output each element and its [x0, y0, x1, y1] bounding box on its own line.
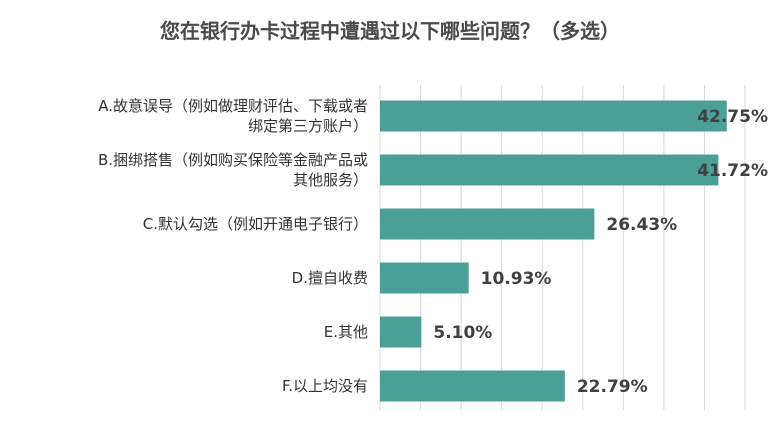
bar [380, 316, 422, 348]
category-label-line: A.故意误导（例如做理财评估、下载或者 [98, 97, 368, 115]
category-label: A.故意误导（例如做理财评估、下载或者绑定第三方账户） [98, 97, 368, 135]
category-label: F.以上均没有 [282, 377, 368, 395]
category-label-line: F.以上均没有 [282, 377, 368, 395]
bar [380, 370, 565, 402]
bar [380, 100, 727, 132]
category-label: E.其他 [324, 323, 368, 341]
category-label: C.默认勾选（例如开通电子银行） [143, 215, 368, 233]
bar [380, 154, 719, 186]
category-label-line: C.默认勾选（例如开通电子银行） [143, 215, 368, 233]
value-labels: 42.75% 41.72% 26.43% 10.93% 5.10% 22.79% [433, 107, 768, 397]
value-label: 42.75% [697, 107, 768, 127]
value-label: 22.79% [577, 377, 648, 397]
category-label-line: 绑定第三方账户） [248, 117, 368, 135]
category-label-line: D.擅自收费 [292, 269, 368, 287]
category-labels: A.故意误导（例如做理财评估、下载或者绑定第三方账户） B.捆绑搭售（例如购买保险… [98, 97, 368, 395]
value-label: 41.72% [697, 161, 768, 181]
category-label: D.擅自收费 [292, 269, 368, 287]
category-label-line: B.捆绑搭售（例如购买保险等金融产品或 [98, 151, 368, 169]
category-label-line: E.其他 [324, 323, 368, 341]
chart-title: 您在银行办卡过程中遭遇过以下哪些问题？（多选） [160, 19, 620, 43]
bars [380, 100, 727, 402]
category-label-line: 其他服务） [293, 171, 368, 189]
bar [380, 208, 595, 240]
bar [380, 262, 469, 294]
value-label: 26.43% [606, 215, 677, 235]
category-label: B.捆绑搭售（例如购买保险等金融产品或其他服务） [98, 151, 368, 189]
value-label: 5.10% [433, 323, 492, 343]
value-label: 10.93% [481, 269, 552, 289]
gridlines [379, 85, 746, 410]
